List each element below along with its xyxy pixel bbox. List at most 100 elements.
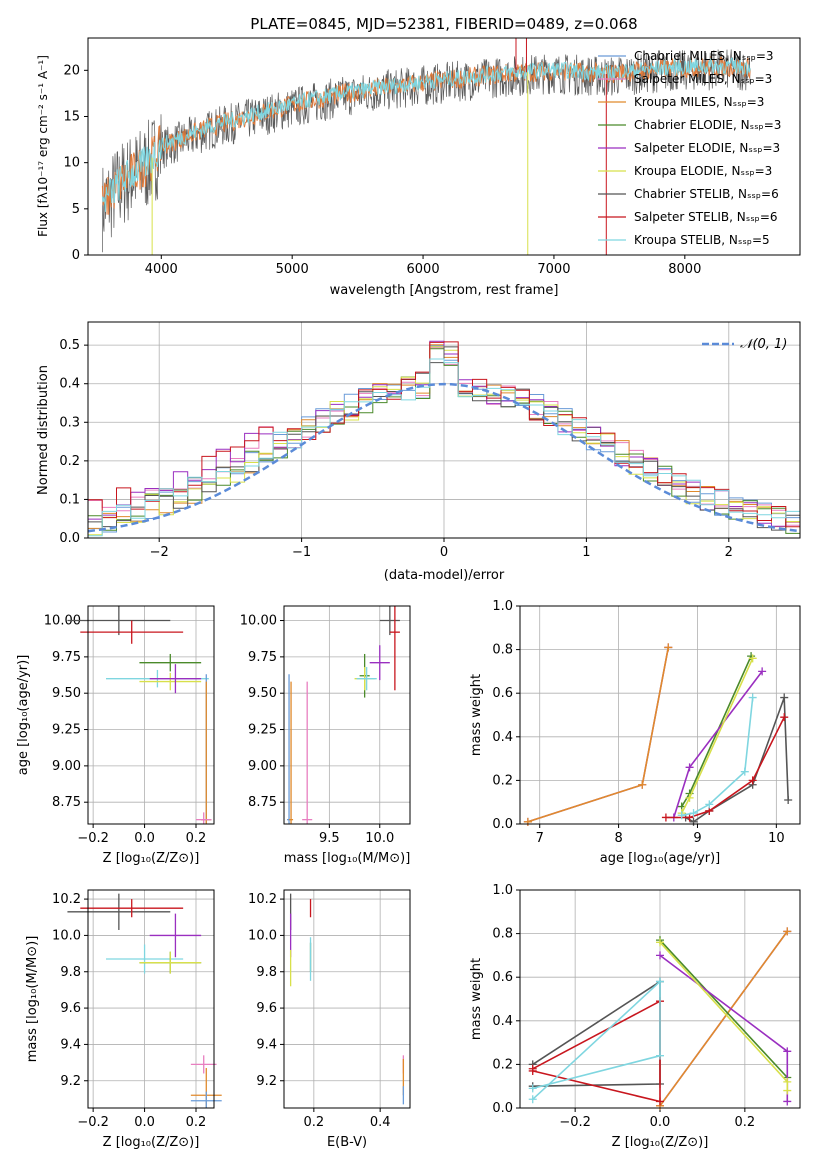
histogram-y-tick-label: 0.5: [59, 338, 80, 353]
mass-weight-vs-Z-marker-salpeter_elodie: [783, 1097, 792, 1106]
mass-weight-vs-Z-y-tick-label: 0.4: [492, 1014, 513, 1029]
mass-weight-vs-Z-panel: −0.2 0.0 0.2 0.0 0.2 0.4 0.6 0.8 1.0 Z [log₁₀(Z/Z…: [469, 883, 801, 1150]
histogram-series-salpeter_stelib: [88, 341, 800, 528]
mass-vs-ebv-y-tick-label: 9.6: [256, 1001, 277, 1016]
histogram-x-tick-label: −2: [150, 545, 169, 560]
mass-weight-vs-Z-marker-kroupa_miles: [783, 927, 792, 936]
age-vs-Z-y-tick-label: 9.25: [52, 723, 81, 738]
mass-weight-vs-age-y-tick-label: 0.4: [492, 730, 513, 745]
mass-weight-vs-age-marker-salpeter_stelib: [780, 713, 789, 722]
age-vs-mass-y-tick-label: 9.50: [248, 686, 277, 701]
mass-weight-vs-age-line-salpeter_miles: [527, 647, 670, 823]
mass-weight-vs-Z-marker-kroupa_stelib: [656, 977, 664, 986]
mass-vs-Z-y-tick-label: 10.2: [52, 892, 81, 907]
age-vs-Z-y-tick-label: 9.75: [52, 650, 81, 665]
age-vs-mass-panel: 9.5 10.0 8.75 9.00 9.25 9.50 9.75 10.00 mass [lo…: [240, 605, 411, 866]
age-vs-Z-axes-frame: [87, 605, 215, 825]
age-vs-mass-y-tick-label: 8.75: [248, 795, 277, 810]
mass-weight-vs-age-marker-chabrier_stelib: [780, 693, 789, 702]
mass-weight-vs-age-marker-kroupa_miles: [523, 817, 532, 826]
mass-weight-vs-age-line-chabrier_miles: [527, 647, 670, 823]
age-vs-Z-panel: −0.2 0.0 0.2 8.75 9.00 9.25 9.50 9.75 10.00 Z [lo…: [16, 605, 215, 866]
mass-weight-vs-age-marker-salpeter_stelib: [685, 813, 694, 822]
spectrum-y-tick-label: 10: [63, 156, 80, 171]
histogram-plot-area: [87, 322, 801, 539]
mass-vs-Z-panel: −0.2 0.0 0.2 9.2 9.4 9.6 9.8 10.0 10.2 Z [log₁₀(Z…: [25, 889, 222, 1150]
mass-weight-vs-Z-y-label: mass weight: [469, 958, 484, 1040]
histogram-x-tick-label: 2: [725, 545, 733, 560]
mass-weight-vs-Z-x-label: Z [log₁₀(Z/Z⊙)]: [612, 1135, 709, 1150]
mass-vs-Z-x-tick-label: −0.2: [77, 1115, 109, 1130]
spectrum-y-tick-label: 0: [72, 248, 80, 263]
spectrum-legend-label: Chabrier STELIB, Nₛₛₚ=6: [634, 187, 779, 201]
spectrum-legend: Chabrier MILES, Nₛₛₚ=3 Salpeter MILES, Nₛ…: [598, 49, 781, 247]
histogram-series-kroupa_stelib: [88, 358, 800, 537]
age-vs-mass-x-tick-label: 10.0: [365, 831, 394, 846]
mass-weight-vs-age-line-chabrier_stelib: [685, 697, 789, 823]
histogram-x-ticks: −2 −1 0 1 2: [150, 538, 733, 560]
mass-vs-Z-y-tick-label: 9.8: [60, 965, 81, 980]
mass-weight-vs-Z-line-kroupa_stelib: [532, 979, 661, 1100]
mass-weight-vs-age-marker-kroupa_stelib: [689, 809, 698, 818]
spectrum-panel: PLATE=0845, MJD=52381, FIBERID=0489, z=0…: [36, 15, 801, 298]
age-vs-mass-x-tick-label: 9.5: [319, 831, 340, 846]
mass-weight-vs-age-y-tick-label: 0.2: [492, 773, 513, 788]
mass-weight-vs-age-line-kroupa_miles: [527, 647, 670, 823]
age-vs-mass-y-tick-label: 9.25: [248, 723, 277, 738]
mass-weight-vs-Z-y-tick-label: 0.0: [492, 1101, 513, 1116]
spectrum-legend-label: Salpeter MILES, Nₛₛₚ=3: [634, 72, 772, 86]
mass-weight-vs-age-x-tick-label: 9: [693, 831, 701, 846]
mass-weight-vs-Z-marker-kroupa_elodie: [656, 938, 664, 947]
mass-weight-vs-Z-axes-frame: [519, 889, 801, 1109]
age-vs-Z-x-tick-label: 0.0: [134, 831, 155, 846]
age-vs-Z-y-tick-label: 10.00: [44, 614, 81, 629]
spectrum-x-tick-label: 5000: [276, 262, 309, 277]
mass-vs-ebv-axes-frame: [283, 889, 411, 1109]
mass-vs-Z-x-label: Z [log₁₀(Z/Z⊙)]: [103, 1135, 200, 1150]
spectrum-plot-area: [101, 38, 751, 255]
age-vs-mass-axes-frame: [283, 605, 411, 825]
spectrum-axes-frame: [87, 37, 801, 256]
mass-weight-vs-Z-marker-salpeter_elodie: [783, 1047, 792, 1056]
mass-vs-ebv-panel: 0.2 0.4 9.2 9.4 9.6 9.8 10.0 10.2 E(B-V): [248, 889, 411, 1150]
mass-weight-vs-Z-x-tick-label: 0.0: [650, 1115, 671, 1130]
mass-weight-vs-age-marker-kroupa_stelib: [740, 767, 749, 776]
mass-weight-vs-Z-marker-kroupa_stelib: [528, 1084, 537, 1093]
age-vs-mass-y-tick-label: 10.00: [240, 614, 277, 629]
mass-weight-vs-Z-marker-salpeter_stelib: [656, 1097, 664, 1106]
spectrum-x-tick-label: 8000: [668, 262, 701, 277]
spectrum-legend-label: Salpeter ELODIE, Nₛₛₚ=3: [634, 141, 780, 155]
spectrum-legend-label: Chabrier ELODIE, Nₛₛₚ=3: [634, 118, 781, 132]
mass-vs-Z-y-tick-label: 9.2: [60, 1074, 81, 1089]
histogram-y-tick-label: 0.2: [59, 454, 80, 469]
histogram-y-tick-label: 0.4: [59, 377, 80, 392]
age-vs-mass-y-tick-label: 9.00: [248, 759, 277, 774]
mass-weight-vs-age-marker-salpeter_stelib: [748, 776, 757, 785]
mass-weight-vs-Z-x-tick-label: −0.2: [559, 1115, 591, 1130]
histogram-y-tick-label: 0.1: [59, 492, 80, 507]
mass-weight-vs-Z-y-tick-label: 0.2: [492, 1057, 513, 1072]
mass-weight-vs-Z-marker-kroupa_elodie: [783, 1086, 792, 1095]
mass-weight-vs-age-marker-kroupa_miles: [638, 780, 647, 789]
spectrum-y-ticks: 0 5 10 15 20: [63, 63, 88, 263]
mass-weight-vs-age-y-label: mass weight: [469, 674, 484, 756]
mass-weight-vs-age-line-kroupa_elodie: [680, 657, 754, 814]
age-vs-Z-x-tick-label: −0.2: [77, 831, 109, 846]
mass-weight-vs-Z-x-tick-label: 0.2: [735, 1115, 756, 1130]
histogram-panel: −2 −1 0 1 2 0.0 0.1 0.2 0.3 0.4 0.5 (data-model)/…: [36, 321, 801, 583]
mass-weight-vs-age-panel: 7 8 9 10 0.0 0.2 0.4 0.6 0.8 1.0 age [log₁₀(age/yr…: [469, 599, 801, 866]
spectrum-legend-label: Kroupa ELODIE, Nₛₛₚ=3: [634, 164, 772, 178]
histogram-y-ticks: 0.0 0.1 0.2 0.3 0.4 0.5: [59, 338, 88, 546]
age-vs-Z-y-tick-label: 8.75: [52, 795, 81, 810]
mass-vs-ebv-y-tick-label: 9.8: [256, 965, 277, 980]
mass-weight-vs-age-y-tick-label: 0.6: [492, 686, 513, 701]
mass-weight-vs-age-marker-kroupa_elodie: [748, 654, 757, 663]
spectrum-legend-label: Kroupa MILES, Nₛₛₚ=3: [634, 95, 764, 109]
mass-weight-vs-age-marker-salpeter_elodie: [685, 763, 694, 772]
mass-weight-vs-Z-line-kroupa_elodie: [659, 941, 789, 1091]
mass-vs-ebv-x-tick-label: 0.4: [370, 1115, 391, 1130]
mass-vs-Z-axes-frame: [87, 889, 215, 1109]
spectrum-y-tick-label: 20: [63, 63, 80, 78]
gaussian-legend-label: 𝒩(0, 1): [740, 337, 787, 352]
